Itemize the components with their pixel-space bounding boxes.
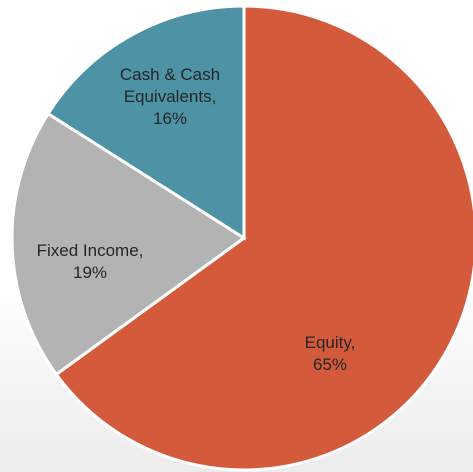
slices — [10, 4, 473, 472]
pie-slice — [46, 4, 246, 241]
value-label: 19% — [73, 263, 107, 282]
value-label: 16% — [153, 109, 187, 128]
label-line: Cash & Cash — [120, 65, 220, 84]
slice-label: Cash & Cash Equivalents, — [120, 65, 220, 106]
label-line: Equivalents, — [124, 87, 217, 106]
pie-slice — [54, 4, 473, 472]
label-line: Fixed Income, — [37, 241, 144, 260]
slice-label: Fixed Income, — [37, 241, 144, 260]
pie-slice — [10, 111, 247, 377]
label-line: Equity, — [305, 333, 356, 352]
labels: Equity, 65% Fixed Income, 19% Cash & Cash Equ… — [37, 65, 356, 374]
slice-label: Equity, — [305, 333, 356, 352]
value-label: 65% — [313, 355, 347, 374]
